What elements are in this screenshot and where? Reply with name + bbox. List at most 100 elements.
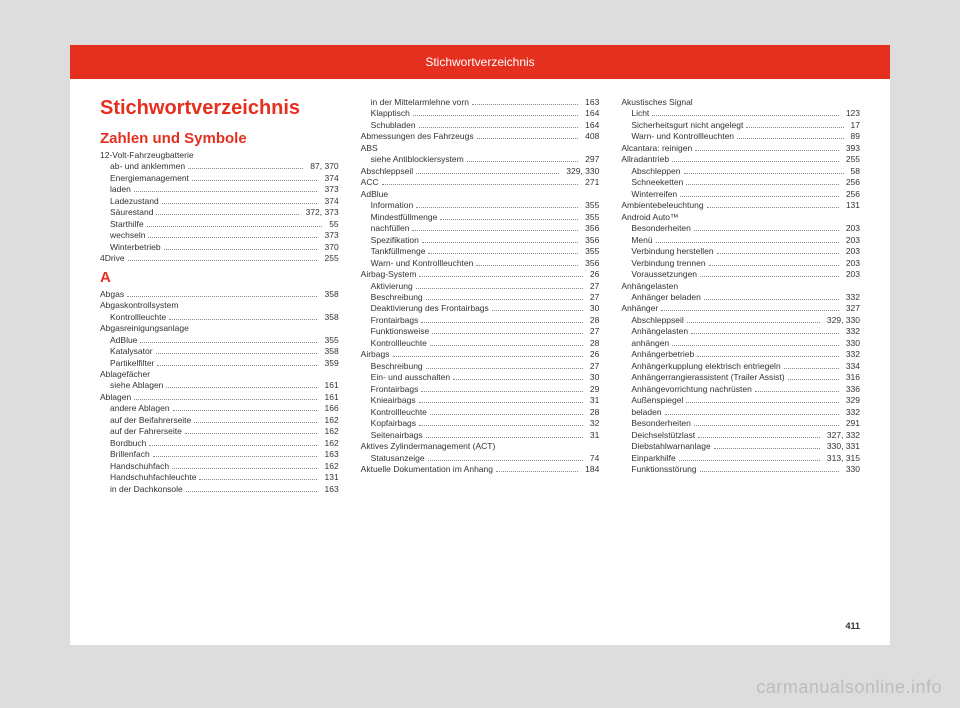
leader-dots: [697, 356, 839, 357]
index-entry-page: 28: [586, 315, 599, 326]
index-entry-label: Aktivierung: [371, 281, 413, 292]
index-entry-label: Beschreibung: [371, 361, 423, 372]
index-group-head: Abgasreinigungsanlage: [100, 323, 339, 334]
index-entry-page: 291: [842, 418, 860, 429]
index-entry: laden373: [100, 184, 339, 195]
index-entry: Diebstahlwarnanlage330, 331: [621, 441, 860, 452]
index-entry: Abschleppen 58: [621, 166, 860, 177]
index-entry-page: 330: [842, 464, 860, 475]
index-entry-page: 327: [842, 303, 860, 314]
index-entry-label: Anhängerkupplung elektrisch entriegeln: [631, 361, 780, 372]
index-entry-page: 55: [325, 219, 338, 230]
index-entry-page: 26: [586, 349, 599, 360]
index-entry-label: Kontrollleuchte: [371, 407, 427, 418]
index-entry: Allradantrieb255: [621, 154, 860, 165]
index-entry-page: 355: [581, 212, 599, 223]
leader-dots: [413, 115, 578, 116]
index-entry-label: Besonderheiten: [631, 418, 691, 429]
page-number: 411: [845, 621, 860, 631]
index-entry-label: AdBlue: [110, 335, 137, 346]
index-entry-label: Abschleppseil: [361, 166, 413, 177]
index-entry: in der Dachkonsole163: [100, 484, 339, 495]
index-entry: Besonderheiten 291: [621, 418, 860, 429]
leader-dots: [656, 242, 839, 243]
index-entry-page: 17: [847, 120, 860, 131]
index-entry-label: Anhänger: [621, 303, 658, 314]
index-entry-page: 358: [320, 289, 338, 300]
index-entry-label: anhängen: [631, 338, 669, 349]
index-entry-label: Deaktivierung des Frontairbags: [371, 303, 489, 314]
index-entry-label: Warn- und Kontrollleuchten: [631, 131, 734, 142]
index-entry-label: Aktuelle Dokumentation im Anhang: [361, 464, 493, 475]
index-entry-label: Bordbuch: [110, 438, 146, 449]
index-entry: Warn- und Kontrollleuchten356: [361, 258, 600, 269]
index-entry-label: Abschleppen: [631, 166, 680, 177]
index-entry: Aktuelle Dokumentation im Anhang184: [361, 464, 600, 475]
index-entry-page: 58: [847, 166, 860, 177]
index-entry: Anhängevorrichtung nachrüsten336: [621, 384, 860, 395]
leader-dots: [419, 425, 583, 426]
index-entry-label: Tankfüllmenge: [371, 246, 426, 257]
leader-dots: [788, 379, 839, 380]
index-entry: Deichselstützlast327, 332: [621, 430, 860, 441]
leader-dots: [186, 491, 318, 492]
index-entry: Energiemanagement374: [100, 173, 339, 184]
index-entry-page: 28: [586, 407, 599, 418]
index-entry-page: 203: [842, 258, 860, 269]
index-entry: Funktionsstörung330: [621, 464, 860, 475]
index-entry-label: Schneeketten: [631, 177, 683, 188]
index-entry-page: 373: [320, 230, 338, 241]
index-entry: Frontairbags28: [361, 315, 600, 326]
index-entry-label: Ambientebeleuchtung: [621, 200, 703, 211]
leader-dots: [755, 391, 839, 392]
index-entry-label: Anhängelasten: [631, 326, 688, 337]
index-entry-page: 161: [320, 380, 338, 391]
leader-dots: [672, 345, 839, 346]
index-entry-page: 330, 331: [823, 441, 860, 452]
index-entry-page: 89: [847, 131, 860, 142]
index-entry-label: Frontairbags: [371, 384, 419, 395]
leader-dots: [419, 276, 582, 277]
index-entry-page: 356: [581, 235, 599, 246]
index-entry: Airbags26: [361, 349, 600, 360]
index-entry: Anhängerrangierassistent (Trailer Assist…: [621, 372, 860, 383]
main-title: Stichwortverzeichnis: [100, 97, 339, 120]
index-entry-label: Verbindung herstellen: [631, 246, 713, 257]
index-entry-label: auf der Fahrerseite: [110, 426, 182, 437]
index-entry-page: 203: [842, 246, 860, 257]
index-entry-page: 374: [320, 173, 338, 184]
leader-dots: [746, 127, 843, 128]
leader-dots: [467, 161, 578, 162]
index-entry-page: 408: [581, 131, 599, 142]
index-entry-label: Handschuhfach: [110, 461, 169, 472]
index-group-head: AdBlue: [361, 189, 600, 200]
leader-dots: [694, 230, 839, 231]
index-entry-label: Starthilfe: [110, 219, 144, 230]
index-entry: Schubladen164: [361, 120, 600, 131]
index-entry-page: 161: [320, 392, 338, 403]
leader-dots: [672, 161, 839, 162]
index-entry-label: in der Dachkonsole: [110, 484, 183, 495]
leader-dots: [432, 333, 583, 334]
index-entry: Ladezustand374: [100, 196, 339, 207]
index-entry-page: 327, 332: [823, 430, 860, 441]
index-group-head: Anhängelasten: [621, 281, 860, 292]
index-entry: Besonderheiten203: [621, 223, 860, 234]
leader-dots: [188, 168, 303, 169]
index-entry-label: Funktionsweise: [371, 326, 430, 337]
leader-dots: [428, 253, 578, 254]
leader-dots: [472, 104, 578, 105]
leader-dots: [430, 345, 583, 346]
index-entry-label: Anhänger beladen: [631, 292, 700, 303]
index-group-head: Aktives Zylindermanagement (ACT): [361, 441, 600, 452]
index-entry-label: Licht: [631, 108, 649, 119]
index-entry-page: 31: [586, 395, 599, 406]
index-entry: Kontrollleuchte358: [100, 312, 339, 323]
index-entry-page: 358: [320, 346, 338, 357]
leader-dots: [419, 402, 583, 403]
index-entry: Winterbetrieb370: [100, 242, 339, 253]
index-entry: siehe Ablagen161: [100, 380, 339, 391]
index-entry-label: Brillenfach: [110, 449, 150, 460]
index-entry-page: 256: [842, 177, 860, 188]
index-entry: ACC271: [361, 177, 600, 188]
